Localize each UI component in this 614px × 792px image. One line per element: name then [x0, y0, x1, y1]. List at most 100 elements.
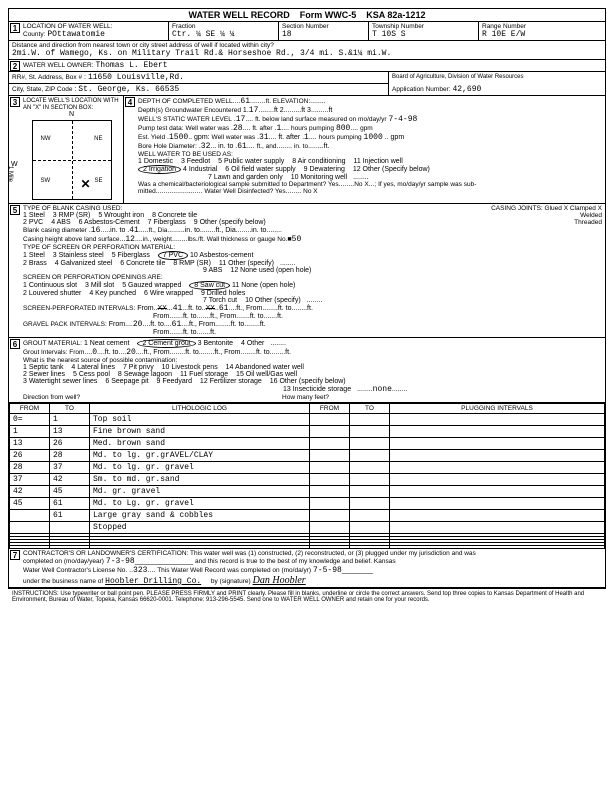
- dir-label: Direction from well?: [23, 394, 80, 401]
- screen-10: 10 Asbestos-cement: [190, 252, 253, 259]
- casing-6: 6 Asbestos-Cement: [79, 219, 140, 226]
- contam-15: 15 Oil well/Gas well: [236, 371, 297, 378]
- bore-line: Bore Hole Diameter: .32... in. to .61...…: [138, 142, 602, 151]
- form-header: WATER WELL RECORD Form WWC-5 KSA 82a-121…: [9, 9, 605, 22]
- log-hdr-to2: TO: [350, 404, 390, 414]
- depth-line: DEPTH OF COMPLETED WELL....61........ft.…: [138, 97, 602, 106]
- contam-10: 10 Livestock pens: [162, 364, 218, 371]
- contam-7: 7 Pit privy: [123, 364, 154, 371]
- use-circled: 2 Irrigation: [138, 165, 181, 174]
- log-hdr-to: TO: [50, 404, 90, 414]
- log-hdr-from: FROM: [10, 404, 50, 414]
- blank-dia-label: Blank casing diameter: [23, 227, 87, 234]
- weight-label: in., weight: [143, 236, 172, 243]
- casing-5: 5 Wrought iron: [98, 212, 144, 219]
- secnum-7: 7: [10, 550, 20, 560]
- casing-4: 4 ABS: [51, 219, 70, 226]
- screen-label: TYPE OF SCREEN OR PERFORATION MATERIAL:: [23, 244, 175, 251]
- board-label: Board of Agriculture, Division of Water …: [392, 74, 524, 80]
- biz-value: Hoobler Drilling Co.: [105, 577, 201, 586]
- screen-11: 11 Other (specify): [219, 260, 274, 267]
- table-row: 2628Md. to lg. gr.grAVEL/CLAY: [10, 450, 605, 462]
- nw-label: NW: [41, 136, 51, 142]
- gravel-label: GRAVEL PACK INTERVALS:: [23, 321, 107, 328]
- screen-5: 5 Fiberglass: [112, 252, 150, 259]
- contam-9: 9 Feedyard: [157, 378, 192, 385]
- open-11: 11 None (open hole): [232, 282, 295, 289]
- screen-4: 4 Galvanized steel: [55, 260, 113, 267]
- casing-1: 1 Steel: [23, 212, 45, 219]
- table-row: 61Large gray sand & cobbles: [10, 510, 605, 522]
- perf-to: 61: [219, 304, 229, 313]
- grout-interval-label: Grout Intervals: From: [23, 349, 84, 356]
- county-value: POttawatomie: [47, 30, 105, 39]
- perf-from: 41: [173, 304, 183, 313]
- completed-value: 7-3-98: [106, 557, 135, 566]
- gw-line: Depth(s) Groundwater Encountered 1.17...…: [138, 106, 602, 115]
- disinf-line: mitted........................ Water Wel…: [138, 188, 602, 195]
- thickness-v: 50: [292, 235, 302, 244]
- contam-12: 12 Fertilizer storage: [200, 378, 262, 385]
- ft-dia: ft., Dia.: [149, 227, 170, 234]
- grout-1: 1 Neat cement: [84, 340, 130, 347]
- est-line: Est. Yield .1500.. gpm: Well water was .…: [138, 133, 602, 142]
- location-label: LOCATION OF WATER WELL:: [23, 23, 112, 30]
- owner-value: Thomas L. Ebert: [96, 61, 168, 70]
- casing-8: 8 Concrete tile: [152, 212, 197, 219]
- biz-label: under the business name of: [23, 578, 103, 585]
- secnum-4: 4: [125, 97, 135, 107]
- dist-label: Distance and direction from nearest town…: [12, 42, 274, 49]
- n-label: N: [23, 111, 120, 118]
- open-10: 10 Other (specify): [245, 297, 301, 304]
- contam-2: 2 Sewer lines: [23, 371, 65, 378]
- fraction-value: Ctr. ¼ SE ¼ ¼: [172, 30, 234, 39]
- casing-ht: 12: [125, 235, 135, 244]
- open-4: 4 Key punched: [89, 290, 136, 297]
- table-row: Stopped: [10, 522, 605, 534]
- completed-label: completed on (mo/day/year): [23, 558, 104, 565]
- open-3: 3 Mill slot: [85, 282, 114, 289]
- contam-8: 8 Sewage lagoon: [118, 371, 172, 378]
- table-row: 0=1Top soil: [10, 414, 605, 426]
- table-row: 2837Md. to lg. gr. gravel: [10, 462, 605, 474]
- blank-dia: 16: [91, 226, 101, 235]
- casing-9: 9 Other (specify below): [194, 219, 266, 226]
- mile-label: 1 Mile: [7, 166, 13, 182]
- open-6: 6 Wire wrapped: [144, 290, 193, 297]
- welded-label: Welded: [580, 212, 602, 219]
- contam-1: 1 Septic tank: [23, 364, 63, 371]
- swl-line: WELL'S STATIC WATER LEVEL .17.... ft. be…: [138, 115, 602, 124]
- grout-to: 20: [126, 348, 136, 357]
- table-row: 113Fine brown sand: [10, 426, 605, 438]
- gravel-from: 20: [133, 320, 143, 329]
- screen-12: 12 None used (open hole): [230, 267, 311, 274]
- appno-value: 42,690: [452, 85, 481, 94]
- ne-label: NE: [94, 136, 102, 142]
- cert-label: CONTRACTOR'S OR LANDOWNER'S CERTIFICATIO…: [23, 550, 476, 557]
- x-mark: ✕: [81, 177, 91, 191]
- open-9: 9 Drilled holes: [201, 290, 245, 297]
- signature: Dan Hoobler: [253, 575, 306, 586]
- contam-3: 3 Watertight sewer lines: [23, 378, 97, 385]
- contam-14: 14 Abandoned water well: [226, 364, 304, 371]
- contam-other: none: [373, 385, 392, 394]
- cert2-label: and this record is true to the best of m…: [195, 558, 396, 565]
- instructions: INSTRUCTIONS: Use typewriter or ball poi…: [8, 589, 606, 605]
- casing-label: TYPE OF BLANK CASING USED:: [23, 205, 122, 212]
- uses-line: WELL WATER TO BE USED AS: 1 Domestic 3 F…: [138, 151, 602, 181]
- perf-label: SCREEN-PERFORATED INTERVALS:: [23, 305, 135, 312]
- screen-2: 2 Brass: [23, 260, 47, 267]
- rec-label: This Water Well Record was completed on …: [157, 567, 311, 574]
- addr-label: RR#, St. Address, Box #: [12, 74, 82, 81]
- contam-11: 11 Fuel storage: [180, 371, 228, 378]
- casing-2: 2 PVC: [23, 219, 43, 226]
- open-label: SCREEN OR PERFORATION OPENINGS ARE:: [23, 274, 163, 281]
- casing-7: 7 Fiberglass: [148, 219, 186, 226]
- gravel-to: 61: [172, 320, 182, 329]
- open-7: 7 Torch cut: [203, 297, 237, 304]
- contam-6: 6 Seepage pit: [105, 378, 148, 385]
- secnum-5: 5: [10, 205, 20, 215]
- screen-3: 3 Stainless steel: [53, 252, 104, 259]
- contam-4: 4 Lateral lines: [71, 364, 115, 371]
- owner-label: WATER WELL OWNER:: [23, 62, 94, 69]
